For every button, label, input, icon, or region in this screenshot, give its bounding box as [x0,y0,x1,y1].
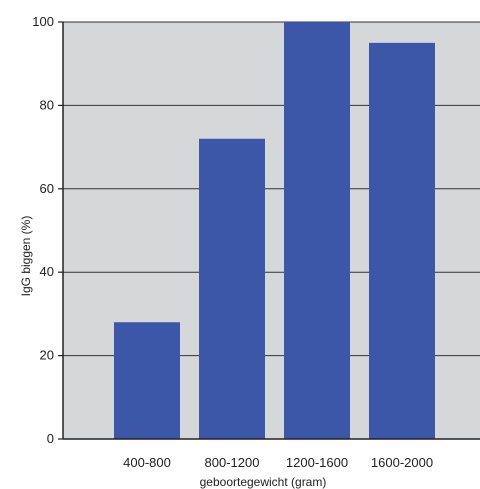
bar-1600-2000 [369,42,435,439]
y-tick-label: 0 [47,431,54,446]
bar-400-800 [114,322,180,439]
x-tick-labels: 400-800 800-1200 1200-1600 1600-2000 [123,455,433,470]
x-tick-label: 400-800 [123,455,171,470]
y-tick-label: 60 [40,181,54,196]
bar-800-1200 [199,138,265,439]
x-tick-label: 1200-1600 [286,455,348,470]
y-tick-label: 100 [32,14,54,29]
x-axis-title: geboortegewicht (gram) [200,475,327,489]
y-tick-labels: 0 20 40 60 80 100 [32,14,63,446]
x-tick-label: 1600-2000 [371,455,433,470]
y-tick-label: 40 [40,264,54,279]
x-tick-label: 800-1200 [205,455,260,470]
bars [114,22,435,439]
y-tick-label: 80 [40,97,54,112]
bar-1200-1600 [284,22,350,439]
y-tick-label: 20 [40,348,54,363]
y-axis-title: IgG biggen (%) [19,216,33,297]
